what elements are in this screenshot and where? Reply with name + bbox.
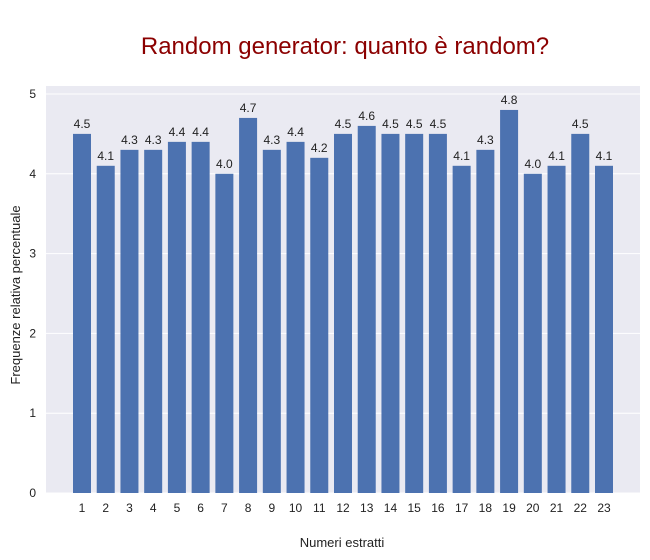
- bar-value-label: 4.0: [216, 157, 233, 171]
- x-tick-label: 11: [313, 501, 326, 515]
- x-tick-label: 15: [408, 501, 422, 515]
- bar: [144, 149, 163, 493]
- x-tick-label: 10: [289, 501, 303, 515]
- data-labels: 4.5 4.1 4.3 4.3 4.4 4.4 4.0 4.7 4.3 4.4 4.2 4.5 4.6 4…: [74, 93, 613, 171]
- bar: [73, 133, 91, 493]
- x-tick-label: 22: [574, 501, 588, 515]
- bar-value-label: 4.1: [596, 149, 613, 163]
- bar-value-label: 4.6: [358, 109, 375, 123]
- y-tick-label: 5: [29, 87, 36, 101]
- x-tick-label: 20: [526, 501, 540, 515]
- x-tick-label: 23: [597, 501, 611, 515]
- bar: [571, 133, 590, 493]
- x-tick-label: 4: [150, 501, 157, 515]
- bar: [357, 125, 376, 493]
- bar: [452, 165, 471, 493]
- bar-value-label: 4.1: [548, 149, 565, 163]
- x-axis-ticks: 1 2 3 4 5 6 7 8 9 10 11 12 13 14 15 16 17 18 19 20 21 22 23: [79, 501, 611, 515]
- bar-value-label: 4.4: [192, 125, 209, 139]
- x-tick-label: 3: [126, 501, 133, 515]
- bar: [239, 117, 258, 493]
- bar: [476, 149, 495, 493]
- x-tick-label: 14: [384, 501, 398, 515]
- bar: [262, 149, 281, 493]
- bar: [523, 173, 542, 494]
- y-tick-label: 3: [29, 247, 36, 261]
- x-tick-label: 17: [455, 501, 469, 515]
- y-tick-label: 2: [29, 326, 36, 340]
- y-tick-label: 4: [29, 167, 36, 181]
- bar: [310, 157, 329, 493]
- x-axis-label: Numeri estratti: [300, 535, 385, 550]
- x-tick-label: 6: [197, 501, 204, 515]
- x-tick-label: 13: [360, 501, 374, 515]
- bar: [381, 133, 400, 493]
- bar: [191, 141, 210, 494]
- chart-title: Random generator: quanto è random?: [140, 33, 550, 60]
- bar: [286, 141, 305, 494]
- bar-value-label: 4.5: [430, 117, 447, 131]
- bar: [167, 141, 186, 494]
- y-tick-label: 1: [29, 406, 36, 420]
- x-tick-label: 21: [550, 501, 564, 515]
- bar: [334, 133, 352, 493]
- x-tick-label: 8: [245, 501, 252, 515]
- x-tick-label: 2: [102, 501, 109, 515]
- bar-value-label: 4.3: [477, 133, 494, 147]
- bar-value-label: 4.3: [145, 133, 162, 147]
- bar-value-label: 4.0: [524, 157, 541, 171]
- bar-value-label: 4.3: [121, 133, 138, 147]
- y-tick-label: 0: [29, 486, 36, 500]
- bar-value-label: 4.1: [453, 149, 470, 163]
- bar: [595, 165, 613, 493]
- bar-value-label: 4.5: [335, 117, 352, 131]
- bar: [500, 109, 519, 494]
- bar: [428, 133, 447, 493]
- x-tick-label: 1: [79, 501, 86, 515]
- bar-value-label: 4.4: [169, 125, 186, 139]
- x-tick-label: 7: [221, 501, 228, 515]
- bar-value-label: 4.5: [572, 117, 589, 131]
- x-tick-label: 19: [502, 501, 516, 515]
- bar-value-label: 4.5: [382, 117, 399, 131]
- x-tick-label: 5: [174, 501, 181, 515]
- bar-value-label: 4.4: [287, 125, 304, 139]
- bar: [120, 149, 139, 493]
- y-axis-ticks: 0 1 2 3 4 5: [29, 87, 36, 500]
- x-tick-label: 9: [268, 501, 275, 515]
- bar: [215, 173, 234, 494]
- bar: [405, 133, 424, 493]
- bar-value-label: 4.1: [97, 149, 114, 163]
- bar-value-label: 4.8: [501, 93, 518, 107]
- y-axis-label: Frequenze relativa percentuale: [8, 205, 23, 384]
- x-tick-label: 18: [479, 501, 493, 515]
- bar-value-label: 4.5: [74, 117, 91, 131]
- bars: [73, 109, 613, 494]
- bar-value-label: 4.5: [406, 117, 423, 131]
- x-tick-label: 12: [336, 501, 350, 515]
- bar-value-label: 4.7: [240, 101, 257, 115]
- bar-value-label: 4.3: [263, 133, 280, 147]
- bar: [96, 165, 115, 493]
- bar: [547, 165, 566, 493]
- x-tick-label: 16: [431, 501, 445, 515]
- bar-value-label: 4.2: [311, 141, 328, 155]
